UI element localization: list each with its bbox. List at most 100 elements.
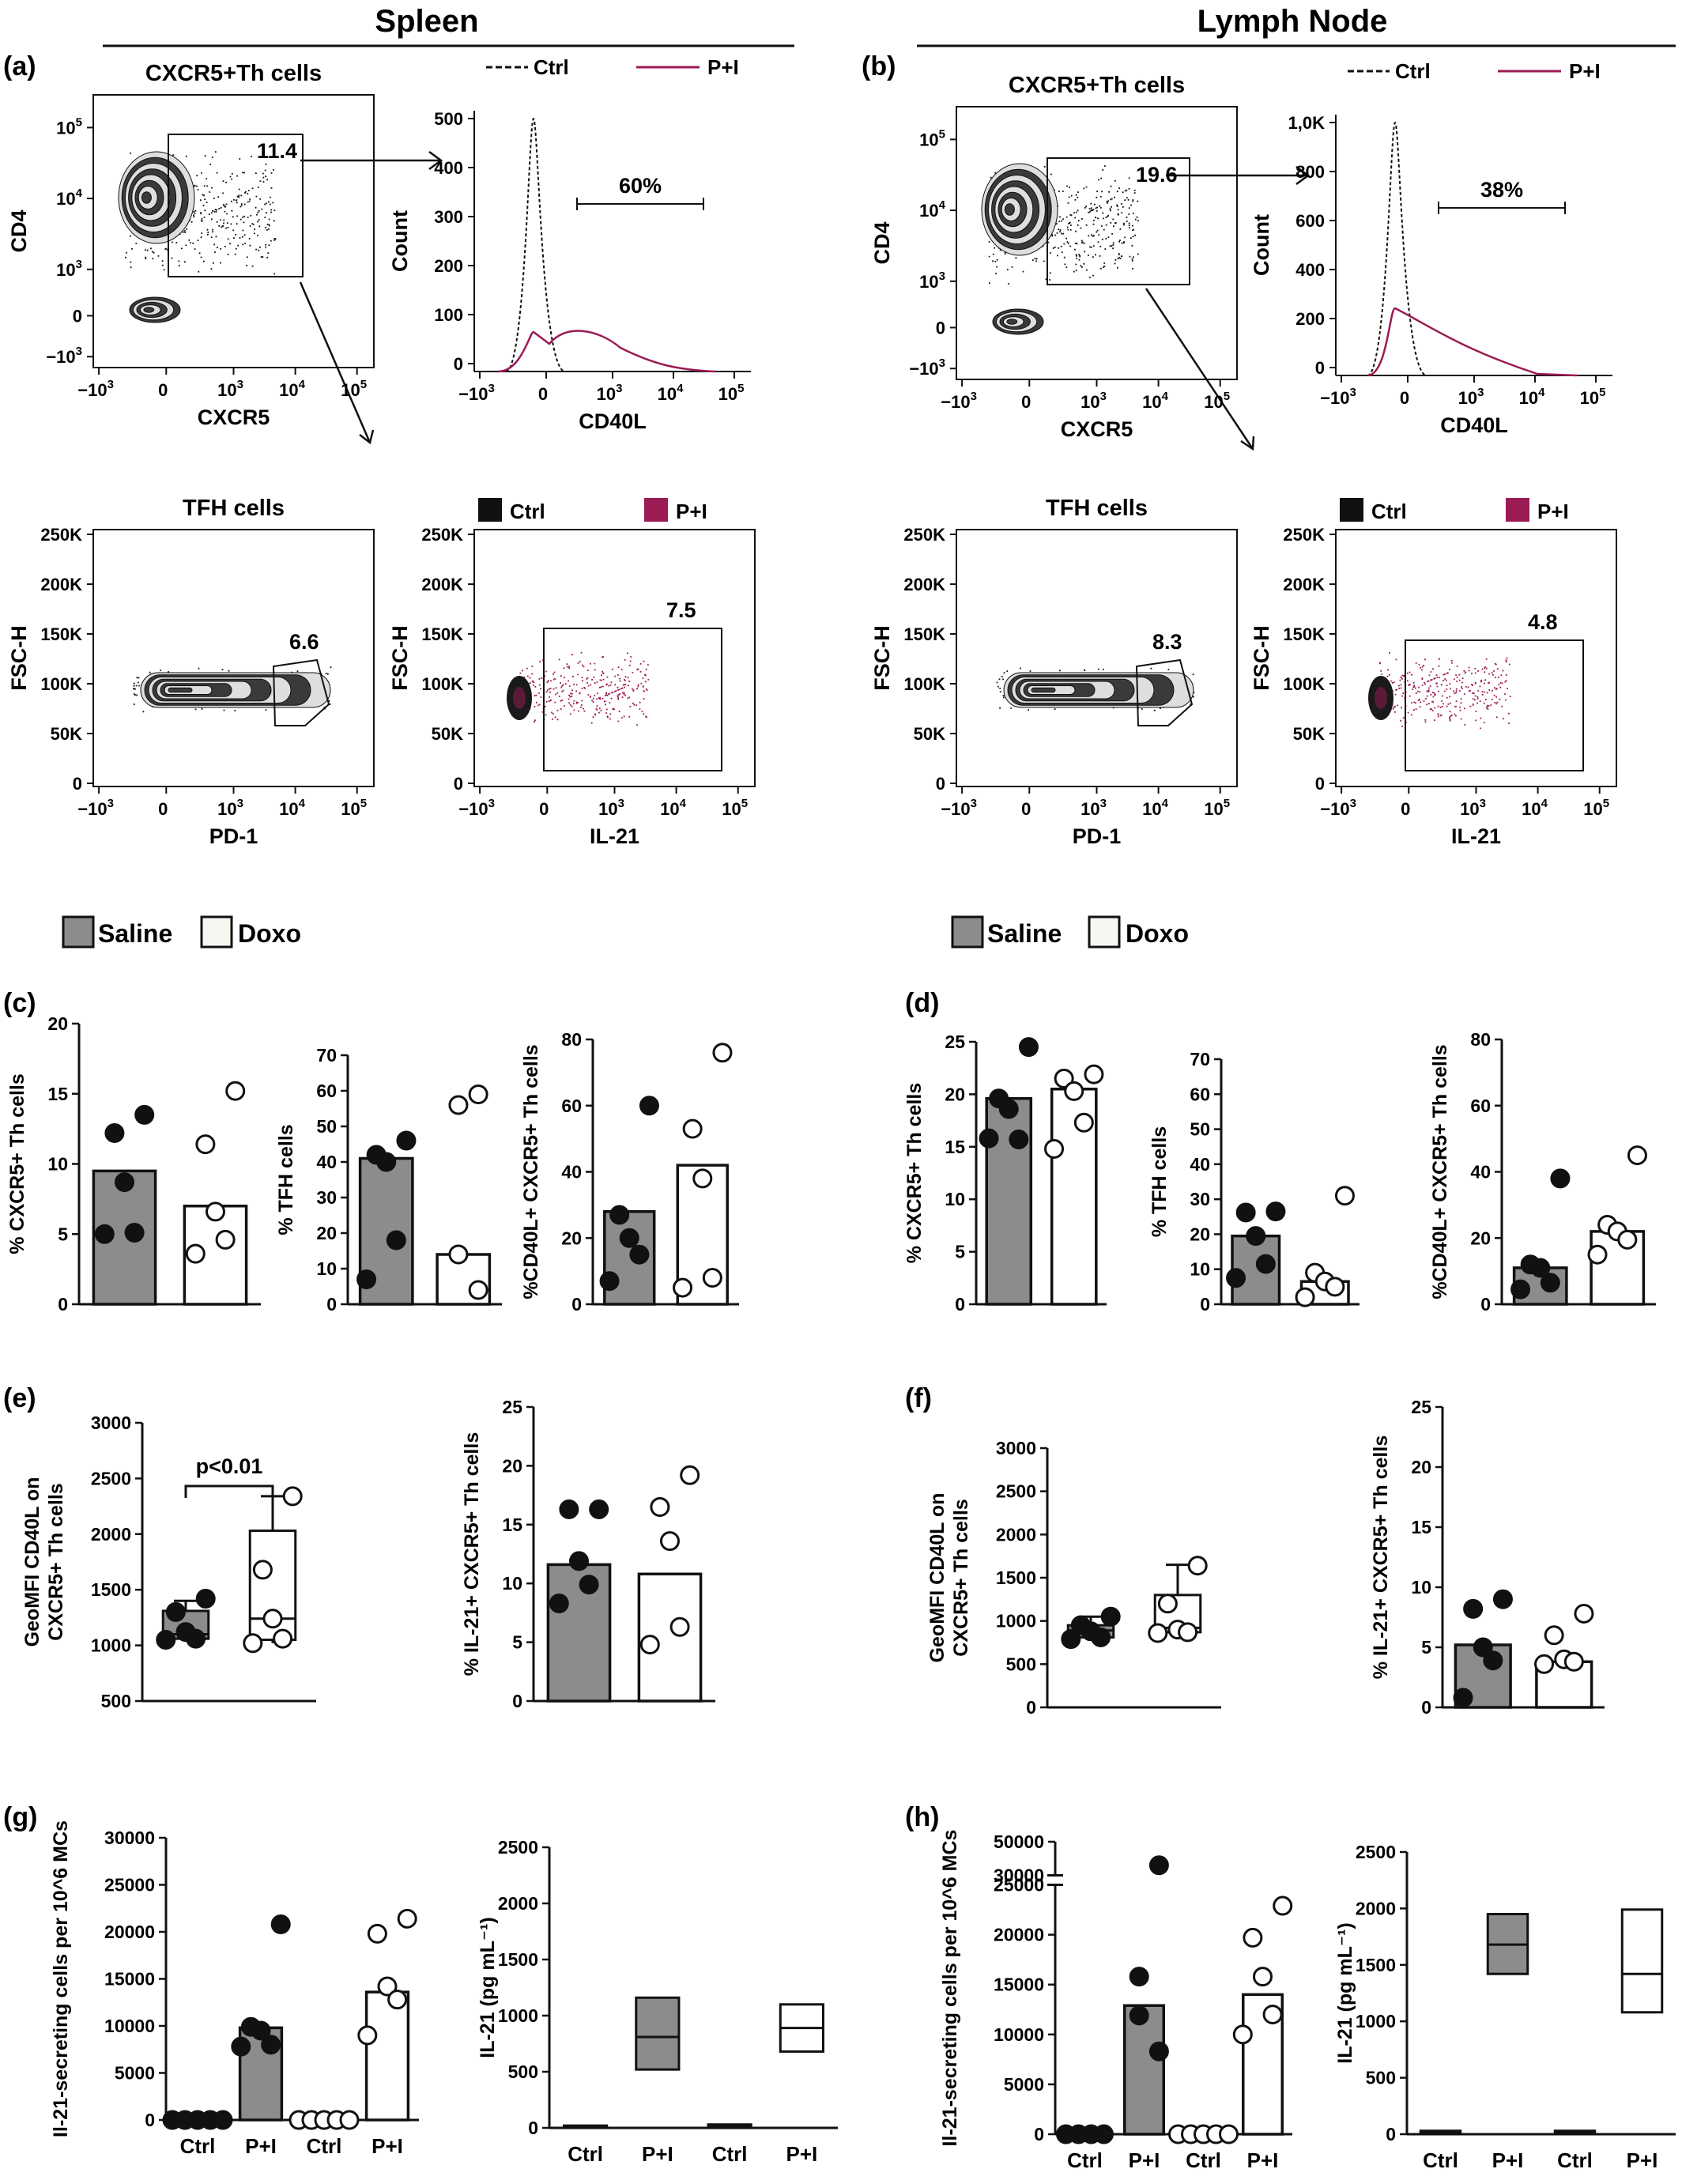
- y-tick-label: 20: [316, 1223, 337, 1243]
- data-point: [206, 1201, 225, 1222]
- data-point: [1530, 1258, 1551, 1278]
- data-point: [1232, 2024, 1253, 2045]
- gate-value: 11.4: [257, 139, 297, 163]
- y-tick-label: 0: [1421, 1697, 1431, 1718]
- data-point: [213, 2110, 233, 2130]
- y-tick-label: 1000: [91, 1635, 131, 1656]
- y-tick-label: 105: [56, 115, 82, 138]
- x-tick-label: 104: [1142, 797, 1168, 819]
- x-tick-label: 104: [1142, 390, 1168, 412]
- y-tick-label: 0: [326, 1294, 337, 1315]
- chart-c2: 0 10 20 30 40 50 60 70 % TFH cells: [275, 1045, 502, 1315]
- gate-value: 7.5: [666, 598, 696, 622]
- data-point: [215, 1229, 236, 1250]
- y-axis-title: Count: [1250, 214, 1273, 276]
- data-point: [186, 1628, 206, 1649]
- cxcr5-gate: [1047, 157, 1190, 285]
- cxcr5-plot-spleen: CXCR5 CD4 CXCR5+Th cells −103 0 103 104 105 −103…: [7, 61, 375, 429]
- y-tick-label: 0: [454, 774, 463, 794]
- y-tick-label: 0: [73, 306, 82, 326]
- data-point: [1265, 1201, 1286, 1222]
- y-tick-label: 20: [561, 1228, 582, 1248]
- legend-saline-label: Saline: [98, 919, 172, 948]
- y-tick-label: 1000: [1356, 2011, 1396, 2031]
- y-tick-label: 15: [945, 1137, 965, 1157]
- x-axis-title: CD40L: [1440, 413, 1508, 437]
- x-tick-label: 103: [598, 797, 624, 819]
- series-doxo: [673, 1043, 733, 1306]
- data-point: [448, 1244, 469, 1265]
- y-tick-label: 1500: [1356, 1955, 1396, 1975]
- data-point: [339, 2110, 360, 2130]
- y-tick-label: 50: [1190, 1119, 1210, 1140]
- panel-letter-a: (a): [3, 51, 36, 81]
- data-point: [1129, 2005, 1149, 2026]
- data-point: [1044, 1138, 1065, 1159]
- y-tick-label: 30: [1190, 1189, 1210, 1209]
- chart-d2: 0 10 20 30 40 50 60 70 % TFH cells: [1148, 1049, 1360, 1315]
- x-tick-label: 105: [1583, 797, 1609, 819]
- data-point: [1334, 1186, 1355, 1206]
- box: [635, 1996, 681, 2071]
- gate-value: 4.8: [1528, 610, 1558, 634]
- box: [1620, 1908, 1664, 2014]
- data-point: [156, 1630, 176, 1650]
- data-point: [692, 1168, 713, 1189]
- data-point: [579, 1575, 599, 1595]
- y-tick-label: 200: [434, 256, 463, 276]
- data-point: [1064, 1081, 1084, 1101]
- y-tick-label: 150K: [903, 624, 945, 644]
- data-point: [1243, 1927, 1263, 1948]
- gate-value: 6.6: [289, 630, 319, 654]
- y-tick-label: 40: [561, 1162, 582, 1183]
- y-axis-label: % TFH cells: [275, 1124, 297, 1235]
- chart-f1: 0 500 1000 1500 2000 2500 3000 GeoMFI CD40L onC…: [926, 1438, 1221, 1718]
- data-point: [660, 1531, 680, 1552]
- y-tick-label: 3000: [996, 1438, 1036, 1458]
- series-doxo: [1587, 1145, 1647, 1306]
- data-point: [195, 1588, 216, 1609]
- series-doxo-p-i: [357, 1908, 417, 2122]
- y-axis-title: FSC-H: [870, 625, 894, 691]
- flow-cytometry-plots: CXCR5 CD4 CXCR5+Th cells −103 0 103 104 105 −103…: [7, 55, 1617, 848]
- data-point: [270, 1914, 291, 1934]
- x-category-label: P+I: [1492, 2148, 1524, 2172]
- data-point: [357, 2025, 378, 2046]
- data-point: [609, 1205, 630, 1225]
- y-tick-label: 40: [1190, 1154, 1210, 1175]
- y-tick-label: 100K: [903, 674, 945, 694]
- data-point: [195, 1134, 216, 1155]
- series-doxo: [1534, 1603, 1594, 1709]
- y-tick-label: 1000: [996, 1611, 1036, 1631]
- x-tick-label: 105: [718, 382, 745, 404]
- y-tick-label: 2000: [1356, 1898, 1396, 1918]
- y-tick-label: 15: [502, 1514, 522, 1535]
- y-axis-label: IL-21 (pg mL⁻¹): [477, 1917, 499, 2058]
- y-tick-label: 100K: [40, 674, 82, 694]
- y-axis-label: % TFH cells: [1148, 1126, 1171, 1237]
- data-point: [1061, 1629, 1081, 1650]
- data-point: [1084, 1064, 1104, 1084]
- y-tick-label: 2000: [91, 1524, 131, 1545]
- x-tick-label: 103: [1460, 797, 1486, 819]
- data-point: [629, 1244, 650, 1265]
- series-doxo-p-i: [1620, 1908, 1664, 2014]
- density-contour: [168, 687, 193, 693]
- event-dots: [518, 651, 650, 726]
- legend-spleen: Saline Doxo: [62, 915, 301, 949]
- x-category-label: Ctrl: [1067, 2148, 1103, 2172]
- y-tick-label: 25: [1411, 1397, 1431, 1417]
- tfh-gate: [1135, 658, 1194, 726]
- data-point: [386, 1230, 406, 1250]
- y-tick-label: 50: [316, 1116, 337, 1137]
- data-point: [639, 1096, 659, 1116]
- data-point: [1009, 1130, 1029, 1150]
- y-tick-label: 30000: [994, 1865, 1044, 1886]
- data-point: [397, 1908, 417, 1929]
- x-tick-label: 105: [1204, 797, 1230, 819]
- gate-value: 8.3: [1152, 630, 1182, 654]
- y-tick-label: −103: [909, 356, 945, 379]
- x-tick-label: 104: [1519, 386, 1545, 408]
- y-tick-label: 50K: [1293, 724, 1325, 744]
